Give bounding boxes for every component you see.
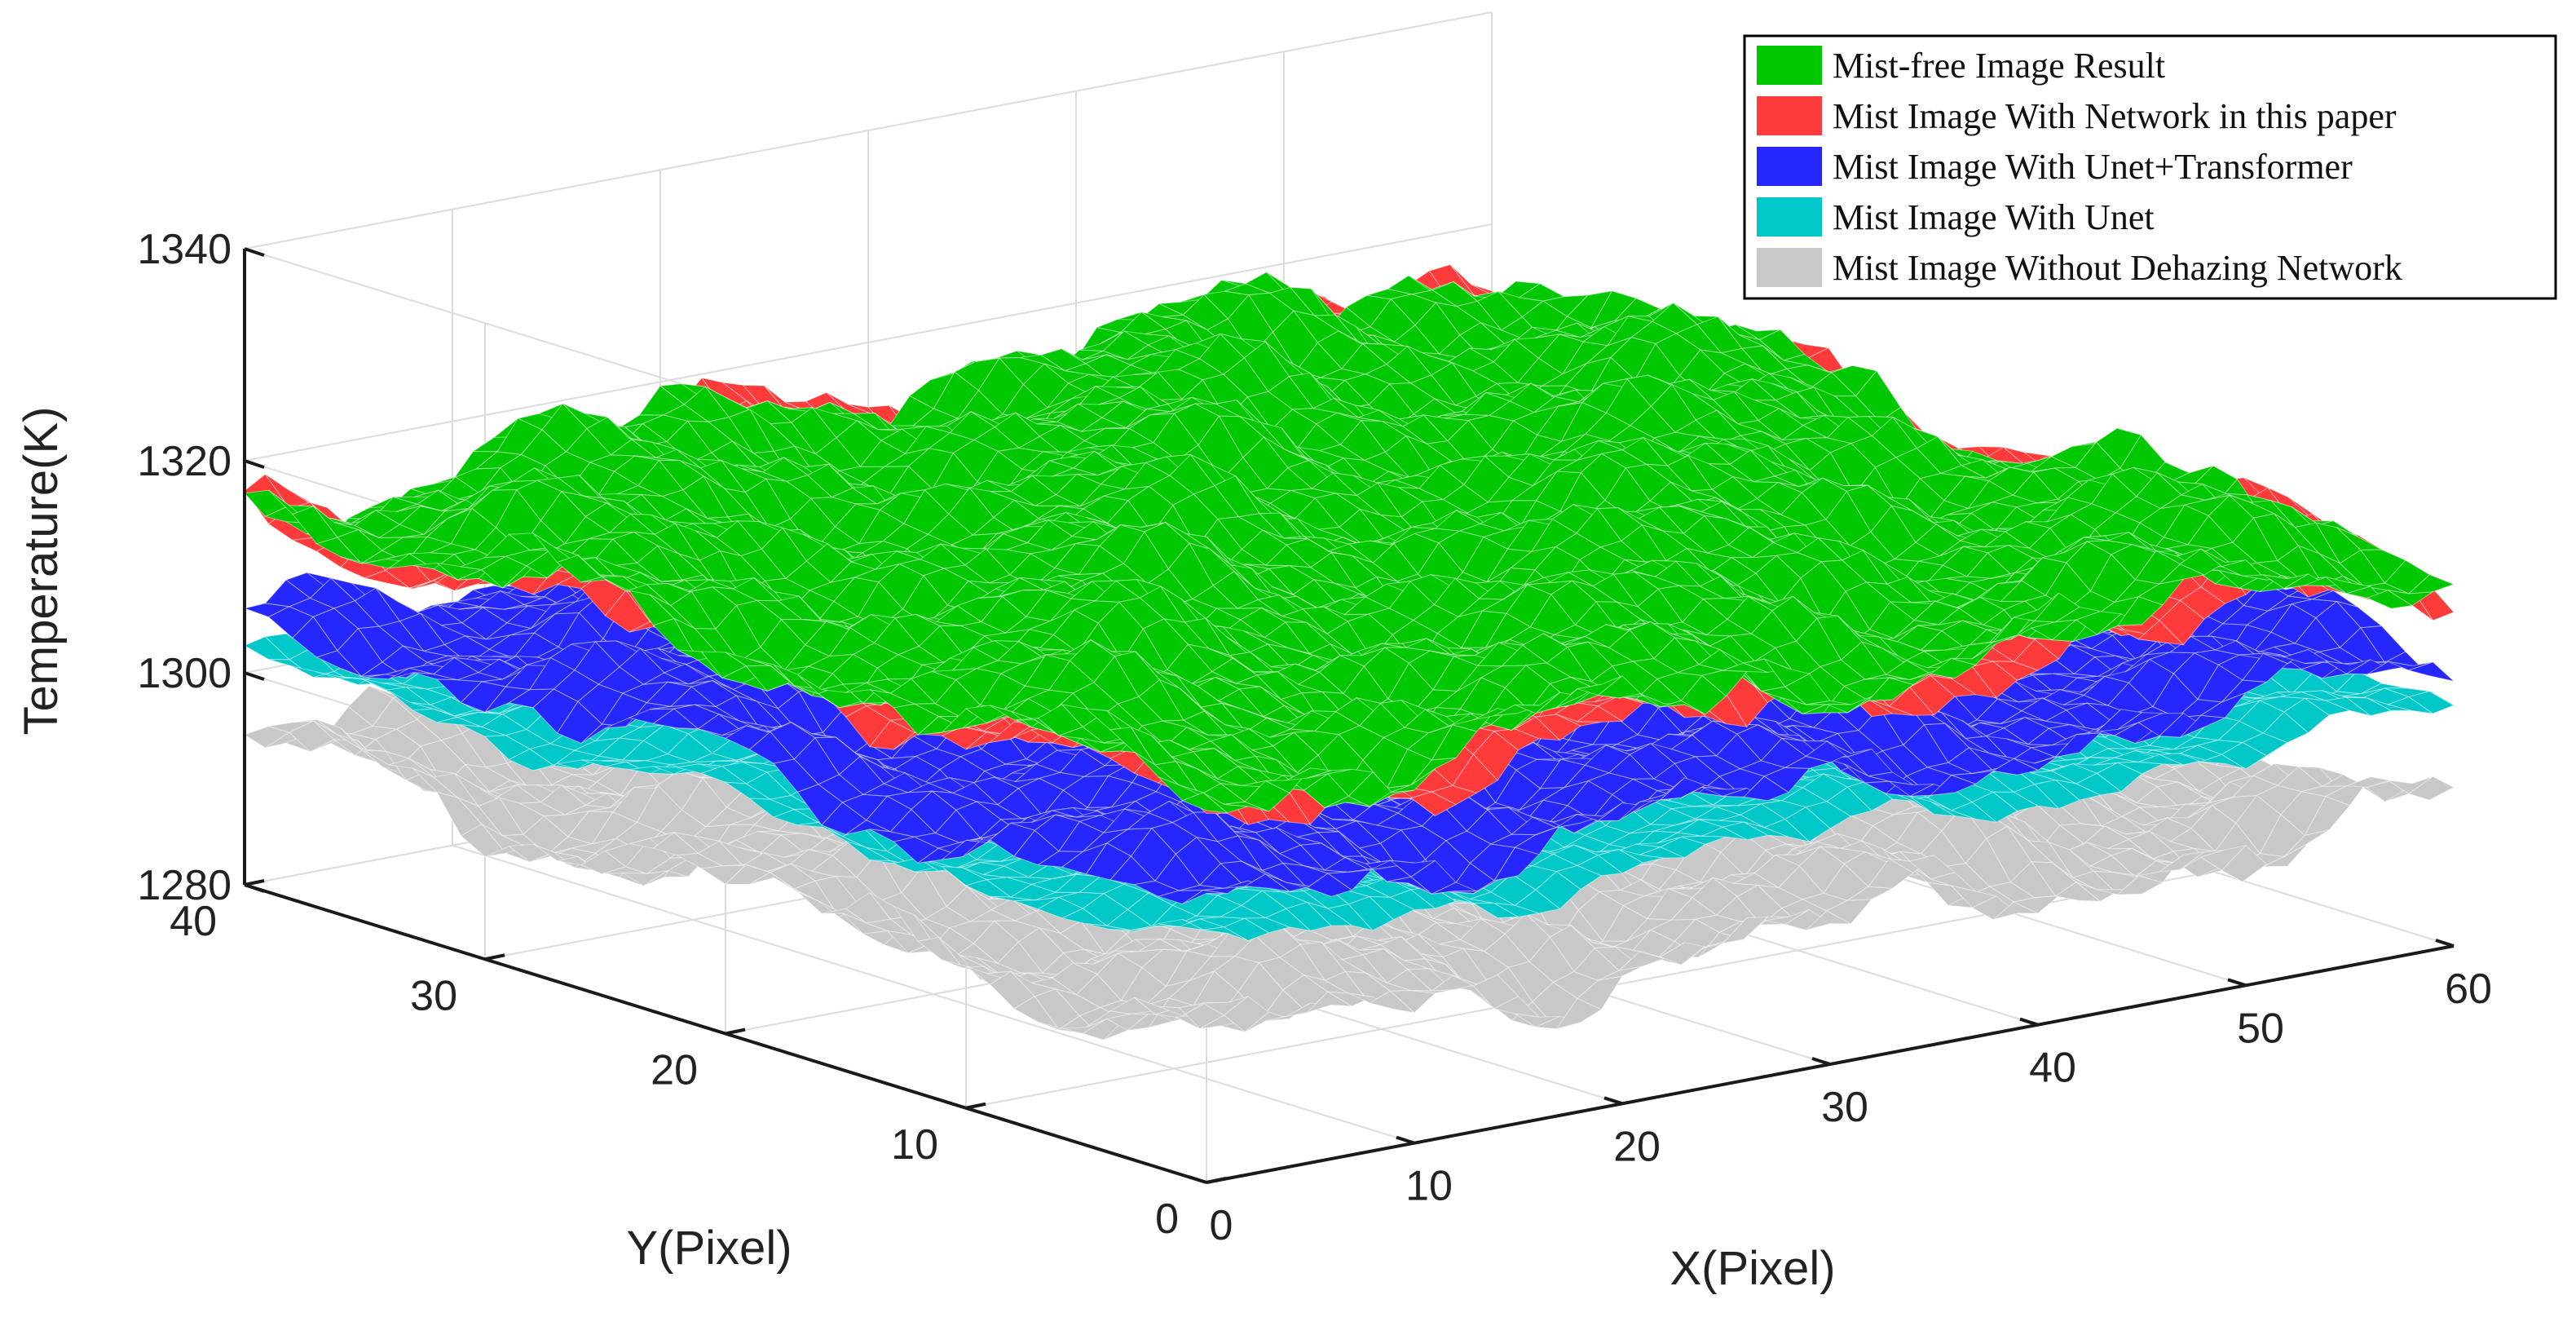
- surface-cell: [2407, 776, 2455, 801]
- grid-line: [244, 223, 1493, 462]
- surface-layer: [243, 263, 2455, 1041]
- grid-line: [244, 11, 1493, 250]
